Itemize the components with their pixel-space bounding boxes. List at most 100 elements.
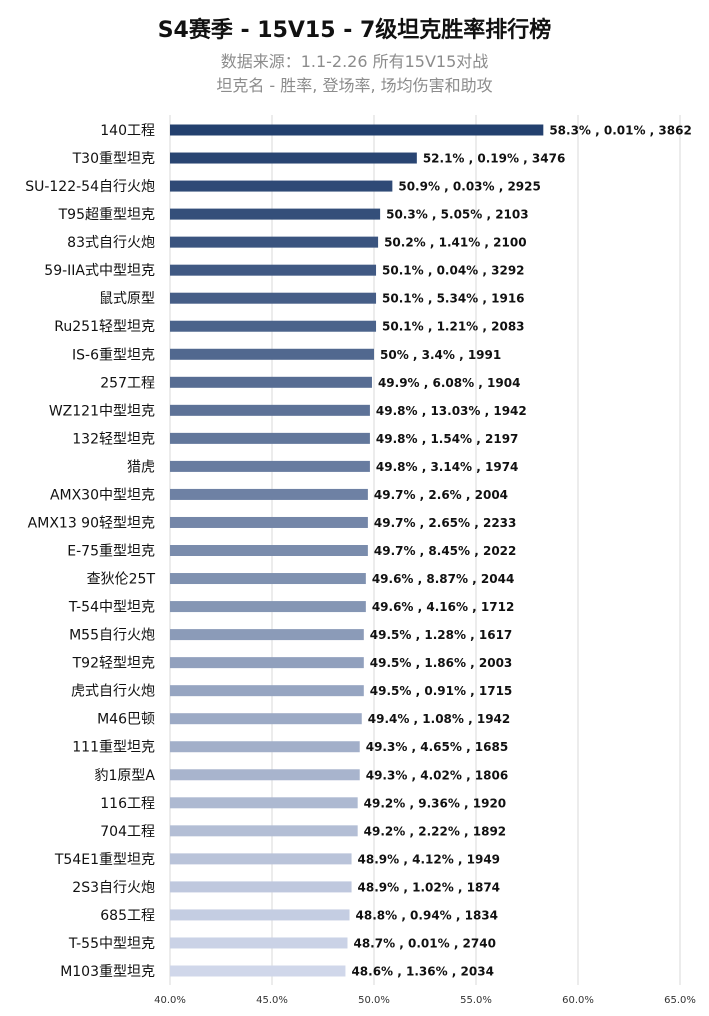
category-label: M103重型坦克 bbox=[60, 964, 155, 980]
bar bbox=[170, 965, 346, 977]
data-label: 49.4% , 1.08% , 1942 bbox=[368, 712, 511, 726]
category-label: AMX13 90轻型坦克 bbox=[28, 515, 155, 531]
data-label: 50.2% , 1.41% , 2100 bbox=[384, 236, 526, 250]
bar bbox=[170, 937, 348, 949]
category-label: 59-IIA式中型坦克 bbox=[44, 263, 155, 279]
category-label: 257工程 bbox=[100, 375, 155, 391]
x-tick-label: 45.0% bbox=[256, 995, 288, 1006]
category-label: 猎虎 bbox=[127, 459, 155, 475]
bar bbox=[170, 797, 358, 809]
category-label: 虎式自行火炮 bbox=[71, 684, 155, 700]
data-label: 49.2% , 9.36% , 1920 bbox=[364, 796, 507, 810]
category-label: T-54中型坦克 bbox=[68, 600, 155, 616]
category-label: E-75重型坦克 bbox=[67, 544, 155, 560]
category-label: 111重型坦克 bbox=[72, 740, 155, 756]
category-label: M55自行火炮 bbox=[69, 628, 155, 644]
category-label: 豹1原型A bbox=[95, 768, 156, 784]
category-label: 116工程 bbox=[100, 796, 155, 812]
x-tick-label: 40.0% bbox=[154, 995, 186, 1006]
category-label: Ru251轻型坦克 bbox=[54, 319, 155, 335]
category-label: T30重型坦克 bbox=[72, 151, 155, 167]
bar bbox=[170, 629, 364, 641]
bar bbox=[170, 460, 370, 472]
bar bbox=[170, 685, 364, 697]
chart-subtitle-legend: 坦克名 - 胜率, 登场率, 场均伤害和助攻 bbox=[216, 76, 493, 95]
category-label: 2S3自行火炮 bbox=[72, 880, 155, 896]
data-label: 50.9% , 0.03% , 2925 bbox=[398, 180, 541, 194]
bar bbox=[170, 124, 544, 136]
bar bbox=[170, 180, 393, 192]
data-label: 50.1% , 0.04% , 3292 bbox=[382, 264, 525, 278]
bar bbox=[170, 909, 350, 921]
data-label: 49.8% , 13.03% , 1942 bbox=[376, 404, 527, 418]
category-label: T92轻型坦克 bbox=[72, 656, 155, 672]
category-label: 鼠式原型 bbox=[99, 291, 155, 307]
data-label: 48.7% , 0.01% , 2740 bbox=[353, 936, 496, 950]
x-tick-label: 55.0% bbox=[460, 995, 492, 1006]
x-tick-label: 60.0% bbox=[562, 995, 594, 1006]
bar bbox=[170, 516, 368, 528]
data-label: 48.9% , 1.02% , 1874 bbox=[358, 880, 501, 894]
data-label: 49.8% , 1.54% , 2197 bbox=[376, 432, 519, 446]
data-label: 48.9% , 4.12% , 1949 bbox=[358, 852, 501, 866]
category-label: 132轻型坦克 bbox=[72, 431, 155, 447]
data-label: 49.9% , 6.08% , 1904 bbox=[378, 376, 520, 390]
bar bbox=[170, 348, 374, 360]
data-label: 49.3% , 4.02% , 1806 bbox=[366, 768, 509, 782]
category-label: AMX30中型坦克 bbox=[50, 487, 155, 503]
chart-subtitle-source: 数据来源：1.1-2.26 所有15V15对战 bbox=[220, 52, 489, 71]
data-label: 50.1% , 1.21% , 2083 bbox=[382, 320, 525, 334]
bar bbox=[170, 769, 360, 781]
data-label: 49.5% , 1.86% , 2003 bbox=[370, 656, 513, 670]
category-label: 查狄伦25T bbox=[87, 572, 156, 588]
category-label: T54E1重型坦克 bbox=[54, 852, 155, 868]
bar bbox=[170, 825, 358, 837]
bar bbox=[170, 853, 352, 865]
bar bbox=[170, 292, 377, 304]
data-label: 48.8% , 0.94% , 1834 bbox=[356, 908, 499, 922]
data-label: 49.7% , 2.6% , 2004 bbox=[374, 488, 508, 502]
data-label: 49.6% , 8.87% , 2044 bbox=[372, 572, 514, 586]
bar bbox=[170, 432, 370, 444]
bar bbox=[170, 208, 381, 220]
data-label: 49.2% , 2.22% , 1892 bbox=[364, 824, 507, 838]
x-tick-label: 50.0% bbox=[358, 995, 390, 1006]
data-label: 49.7% , 8.45% , 2022 bbox=[374, 544, 517, 558]
data-label: 49.5% , 1.28% , 1617 bbox=[370, 628, 513, 642]
data-label: 52.1% , 0.19% , 3476 bbox=[423, 152, 565, 166]
bar bbox=[170, 657, 364, 669]
category-label: SU-122-54自行火炮 bbox=[25, 179, 155, 195]
data-label: 49.5% , 0.91% , 1715 bbox=[370, 684, 513, 698]
data-label: 49.6% , 4.16% , 1712 bbox=[372, 600, 514, 614]
bar bbox=[170, 488, 368, 500]
category-label: T-55中型坦克 bbox=[68, 936, 155, 952]
bar bbox=[170, 264, 377, 276]
category-label: M46巴顿 bbox=[97, 712, 155, 728]
category-label: T95超重型坦克 bbox=[58, 207, 155, 223]
category-label: 685工程 bbox=[100, 908, 155, 924]
data-label: 50.1% , 5.34% , 1916 bbox=[382, 292, 525, 306]
bar bbox=[170, 376, 372, 388]
bar bbox=[170, 713, 362, 725]
category-label: 140工程 bbox=[100, 123, 155, 139]
bar bbox=[170, 152, 417, 164]
data-label: 49.3% , 4.65% , 1685 bbox=[366, 740, 509, 754]
bar bbox=[170, 404, 370, 416]
bar bbox=[170, 236, 379, 248]
bar bbox=[170, 601, 366, 613]
category-label: 83式自行火炮 bbox=[67, 235, 155, 251]
bar bbox=[170, 573, 366, 585]
data-label: 58.3% , 0.01% , 3862 bbox=[549, 124, 692, 138]
chart-title: S4赛季 - 15V15 - 7级坦克胜率排行榜 bbox=[157, 18, 552, 43]
bar bbox=[170, 320, 377, 332]
category-label: 704工程 bbox=[100, 824, 155, 840]
bar bbox=[170, 741, 360, 753]
data-label: 49.7% , 2.65% , 2233 bbox=[374, 516, 517, 530]
data-label: 50.3% , 5.05% , 2103 bbox=[386, 208, 529, 222]
bar bbox=[170, 881, 352, 893]
data-label: 48.6% , 1.36% , 2034 bbox=[351, 965, 494, 979]
data-label: 49.8% , 3.14% , 1974 bbox=[376, 460, 519, 474]
bar bbox=[170, 545, 368, 556]
data-label: 50% , 3.4% , 1991 bbox=[380, 348, 501, 362]
